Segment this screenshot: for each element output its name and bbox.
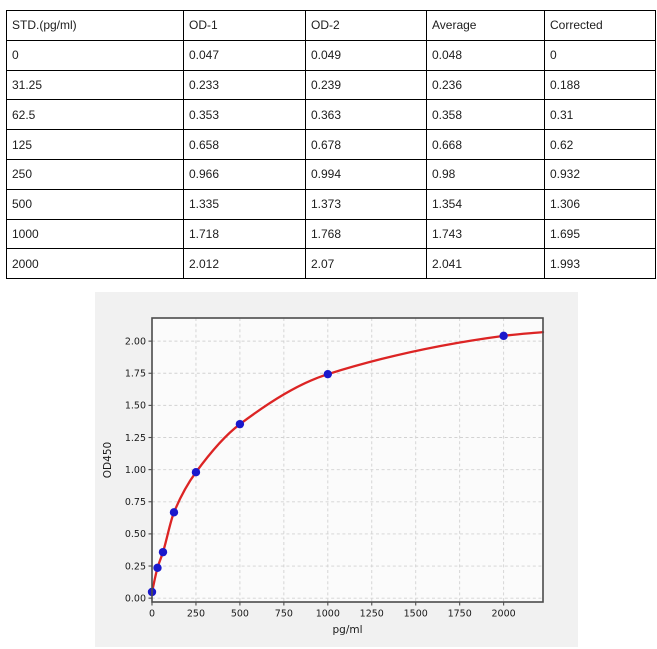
table-cell: 0.98 xyxy=(426,158,545,190)
table-cell: 2.07 xyxy=(305,248,427,280)
data-point-marker xyxy=(169,508,179,517)
table-cell: 1.743 xyxy=(426,218,545,250)
table-cell: 500 xyxy=(6,188,184,220)
table-cell: 1.695 xyxy=(544,218,656,250)
data-point-marker xyxy=(499,331,508,341)
table-cell: 0.668 xyxy=(426,129,545,160)
table-cell: 0.932 xyxy=(544,158,656,190)
y-tick-label: 0.25 xyxy=(125,561,146,572)
table-cell: 0.236 xyxy=(426,69,545,101)
table-cell: 0.966 xyxy=(183,158,306,190)
table-cell: 0.233 xyxy=(183,69,306,101)
table-cell: 0.188 xyxy=(544,69,656,101)
table-cell: 0.353 xyxy=(183,99,306,131)
table-row: 0 0.047 0.049 0.048 0 xyxy=(6,39,656,71)
table-header-row: STD.(pg/ml) OD-1 OD-2 Average Corrected xyxy=(6,10,656,41)
table-cell: 0.048 xyxy=(426,39,545,71)
table-row: 1000 1.718 1.768 1.743 1.695 xyxy=(6,218,656,250)
standard-curve-chart: 0 250 500 750 1000 1250 1500 1750 2000 0.00 0.25 0.… xyxy=(95,292,578,647)
table-cell: 0 xyxy=(544,39,656,71)
data-point-marker xyxy=(153,563,162,573)
table-cell: 0.239 xyxy=(305,69,427,101)
x-tick-label: 500 xyxy=(231,609,249,620)
x-tick-label: 250 xyxy=(187,609,205,620)
table-cell: 1.718 xyxy=(183,218,306,250)
table-cell: 1.354 xyxy=(426,188,545,220)
data-point-marker xyxy=(158,547,168,557)
table-cell: 1.993 xyxy=(544,248,656,280)
table-cell: 1.306 xyxy=(544,188,656,220)
table-cell: 1.768 xyxy=(305,218,427,250)
data-point-marker xyxy=(323,369,333,379)
y-tick-label: 2.00 xyxy=(125,336,146,347)
table-cell: 1.335 xyxy=(183,188,306,220)
table-cell: 2.041 xyxy=(426,248,545,280)
y-tick-label: 0.75 xyxy=(125,497,146,508)
table-cell: 2000 xyxy=(6,248,184,280)
header-cell: OD-1 xyxy=(183,10,306,41)
header-cell: Corrected xyxy=(544,10,656,41)
table-cell: 125 xyxy=(6,129,184,160)
data-point-marker xyxy=(191,468,201,477)
table-row: 2000 2.012 2.07 2.041 1.993 xyxy=(6,248,656,280)
header-cell: STD.(pg/ml) xyxy=(6,10,184,41)
table-row: 500 1.335 1.373 1.354 1.306 xyxy=(6,188,656,220)
table-cell: 0.363 xyxy=(305,99,427,131)
fit-curve-line xyxy=(150,330,545,594)
table-cell: 1000 xyxy=(6,218,184,250)
table-cell: 0 xyxy=(6,39,184,71)
plot-frame xyxy=(151,317,544,603)
table-cell: 0.358 xyxy=(426,99,545,131)
table-row: 62.5 0.353 0.363 0.358 0.31 xyxy=(6,99,656,131)
x-tick-label: 1250 xyxy=(360,609,384,620)
table-row: 125 0.658 0.678 0.668 0.62 xyxy=(6,129,656,160)
x-tick-label: 1750 xyxy=(448,609,472,620)
header-cell: Average xyxy=(426,10,545,41)
chart-figure: 0 250 500 750 1000 1250 1500 1750 2000 0.00 0.25 0.… xyxy=(95,292,578,647)
table-cell: 1.373 xyxy=(305,188,427,220)
table-cell: 0.047 xyxy=(183,39,306,71)
table-cell: 0.31 xyxy=(544,99,656,131)
y-tick-label: 1.50 xyxy=(125,401,146,412)
x-tick-label: 750 xyxy=(275,609,293,620)
data-point-marker xyxy=(235,419,245,429)
table-cell: 2.012 xyxy=(183,248,306,280)
table-cell: 0.049 xyxy=(305,39,427,71)
standards-table: STD.(pg/ml) OD-1 OD-2 Average Corrected 0 0.0… xyxy=(6,10,656,280)
table-cell: 31.25 xyxy=(6,69,184,101)
table-row: 250 0.966 0.994 0.98 0.932 xyxy=(6,158,656,190)
x-tick-label: 1000 xyxy=(316,609,340,620)
table-cell: 62.5 xyxy=(6,99,184,131)
x-tick-label: 1500 xyxy=(404,609,428,620)
table-cell: 250 xyxy=(6,158,184,190)
plot-background xyxy=(152,318,543,602)
y-tick-label: 1.75 xyxy=(125,369,146,380)
y-tick-label: 1.25 xyxy=(125,433,146,444)
table-cell: 0.678 xyxy=(305,129,427,160)
y-tick-label: 1.00 xyxy=(125,465,146,476)
x-axis-label: pg/ml xyxy=(332,624,362,636)
header-cell: OD-2 xyxy=(305,10,427,41)
y-tick-label: 0.50 xyxy=(125,529,146,540)
standards-table-body: 0 0.047 0.049 0.048 0 31.25 0.233 0.239 0.236 0.1… xyxy=(6,39,656,280)
table-cell: 0.62 xyxy=(544,129,656,160)
table-row: 31.25 0.233 0.239 0.236 0.188 xyxy=(6,69,656,101)
x-tick-label: 0 xyxy=(149,609,155,620)
y-axis-label: OD450 xyxy=(102,442,114,478)
y-tick-label: 0.00 xyxy=(125,593,146,604)
standards-table-header: STD.(pg/ml) OD-1 OD-2 Average Corrected xyxy=(6,10,656,41)
x-tick-label: 2000 xyxy=(492,609,516,620)
table-cell: 0.658 xyxy=(183,129,306,160)
table-cell: 0.994 xyxy=(305,158,427,190)
